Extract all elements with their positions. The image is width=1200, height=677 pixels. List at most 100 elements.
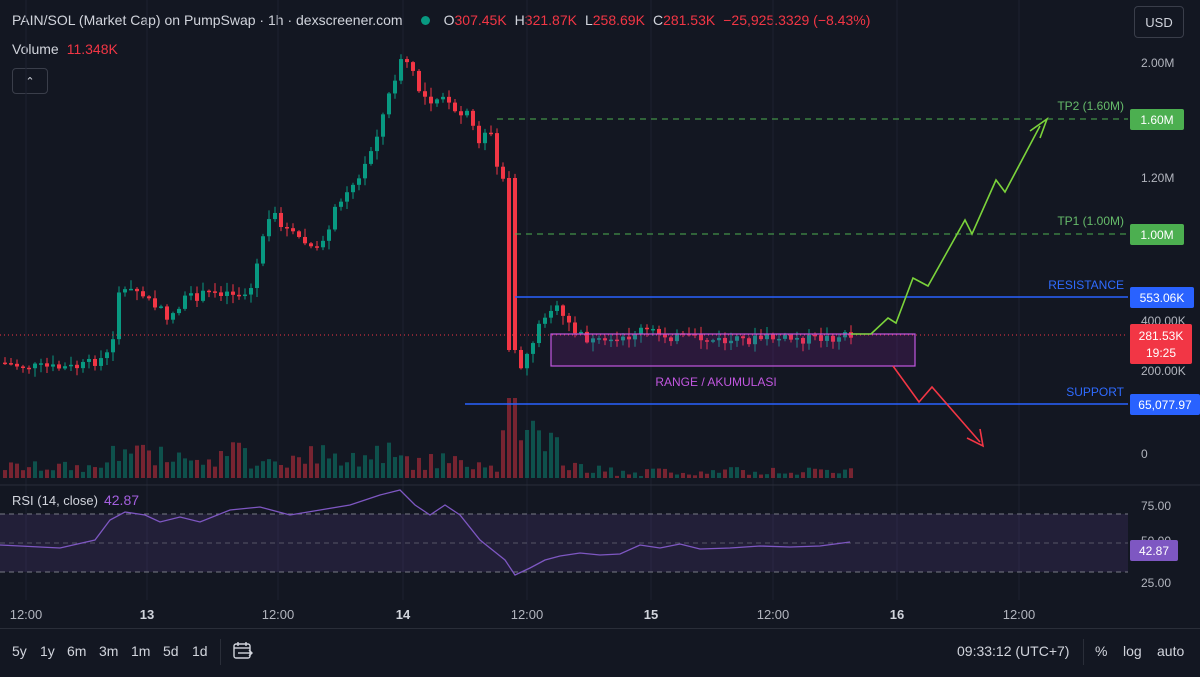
volume-bar bbox=[489, 465, 493, 478]
range-5y-button[interactable]: 5y bbox=[12, 643, 27, 659]
candle-body bbox=[153, 298, 157, 308]
range-box[interactable] bbox=[550, 333, 916, 367]
candle-body bbox=[441, 96, 445, 100]
symbol-title[interactable]: PAIN/SOL (Market Cap) on PumpSwap · 1h ·… bbox=[12, 12, 403, 28]
candle-body bbox=[633, 334, 637, 340]
volume-bar bbox=[699, 471, 703, 478]
bar-countdown: 19:25 bbox=[1146, 346, 1176, 360]
candle-body bbox=[735, 336, 739, 341]
volume-bar bbox=[501, 430, 505, 478]
candle-body bbox=[705, 340, 709, 342]
candle-body bbox=[645, 327, 649, 330]
candle-body bbox=[465, 110, 469, 116]
tp2-label: TP2 (1.60M) bbox=[1057, 99, 1124, 113]
candle-body bbox=[687, 333, 691, 336]
volume-bar bbox=[87, 465, 91, 478]
range-1d-button[interactable]: 1d bbox=[192, 643, 208, 659]
rsi-tick: 25.00 bbox=[1141, 576, 1171, 590]
high-label: H bbox=[514, 12, 525, 28]
candle-body bbox=[333, 206, 337, 230]
resistance-price-tag-text: 553.06K bbox=[1140, 291, 1185, 305]
volume-bar bbox=[513, 398, 517, 478]
range-6m-button[interactable]: 6m bbox=[67, 643, 87, 659]
range-1y-button[interactable]: 1y bbox=[40, 643, 55, 659]
candle-body bbox=[381, 114, 385, 137]
candle-body bbox=[411, 62, 415, 71]
low-label: L bbox=[584, 12, 593, 28]
currency-button[interactable]: USD bbox=[1134, 6, 1184, 38]
support-label: SUPPORT bbox=[1066, 385, 1124, 399]
candle-body bbox=[789, 334, 793, 340]
candle-body bbox=[9, 363, 13, 365]
volume-bar bbox=[597, 465, 601, 478]
candle-body bbox=[717, 337, 721, 341]
tp1-label: TP1 (1.00M) bbox=[1057, 214, 1124, 228]
volume-bar bbox=[777, 473, 781, 478]
volume-bar bbox=[519, 440, 523, 478]
volume-bar bbox=[165, 462, 169, 478]
toolbar-divider bbox=[220, 639, 221, 665]
log-scale-button[interactable]: log bbox=[1123, 643, 1142, 659]
candle-body bbox=[579, 331, 583, 334]
rsi-axis[interactable]: 75.00 50.00 42.87 25.00 bbox=[1130, 499, 1178, 590]
volume-bar bbox=[477, 462, 481, 478]
candle-body bbox=[507, 178, 511, 350]
candle-body bbox=[585, 331, 589, 343]
volume-bar bbox=[531, 420, 535, 478]
candle-body bbox=[183, 295, 187, 309]
price-tick: 1.20M bbox=[1141, 171, 1174, 185]
price-axis[interactable]: 2.00M 1.60M 1.20M 1.00M 553.06K 400.00K … bbox=[1130, 56, 1200, 461]
volume-bar bbox=[285, 467, 289, 478]
volume-bar bbox=[663, 468, 667, 478]
candle-body bbox=[429, 96, 433, 104]
candle-body bbox=[609, 339, 613, 342]
candle-body bbox=[357, 178, 361, 185]
bullish-projection-path bbox=[851, 125, 1041, 335]
candle-body bbox=[531, 343, 535, 354]
candle-body bbox=[693, 334, 697, 336]
auto-scale-button[interactable]: auto bbox=[1157, 643, 1185, 659]
candle-body bbox=[387, 93, 391, 115]
time-tick: 12:00 bbox=[1003, 607, 1036, 622]
volume-bar bbox=[843, 469, 847, 478]
candle-body bbox=[813, 334, 817, 337]
range-5d-button[interactable]: 5d bbox=[163, 643, 179, 659]
percent-scale-button[interactable]: % bbox=[1095, 643, 1108, 659]
candle-body bbox=[627, 336, 631, 340]
candle-body bbox=[567, 315, 571, 323]
volume-bar bbox=[639, 475, 643, 478]
time-axis[interactable]: 12:00 13 12:00 14 12:00 15 12:00 16 12:0… bbox=[10, 607, 1036, 622]
clock[interactable]: 09:33:12 (UTC+7) bbox=[957, 643, 1070, 659]
volume-bar bbox=[705, 473, 709, 478]
rsi-value: 42.87 bbox=[103, 492, 140, 508]
candle-body bbox=[741, 336, 745, 339]
candle-body bbox=[231, 291, 235, 295]
chart-canvas[interactable]: TP2 (1.60M) TP1 (1.00M) RESISTANCE SUPPO… bbox=[0, 0, 1200, 628]
collapse-legend-button[interactable]: ⌃ bbox=[12, 68, 48, 94]
candle-body bbox=[459, 111, 463, 116]
candle-body bbox=[45, 363, 49, 367]
candle-body bbox=[135, 288, 139, 292]
goto-date-icon[interactable] bbox=[232, 640, 254, 662]
low-value: 258.69K bbox=[592, 12, 645, 28]
candle-body bbox=[369, 151, 373, 164]
volume-bar bbox=[393, 457, 397, 478]
candle-body bbox=[447, 96, 451, 103]
toolbar-divider bbox=[1083, 639, 1084, 665]
volume-bar bbox=[603, 471, 607, 478]
rsi-line bbox=[0, 489, 851, 576]
candle-body bbox=[345, 192, 349, 202]
candle-body bbox=[543, 317, 547, 324]
candle-body bbox=[747, 338, 751, 345]
volume-bar bbox=[297, 457, 301, 478]
open-value: 307.45K bbox=[454, 12, 507, 28]
support-price-tag-text: 65,077.97 bbox=[1138, 398, 1192, 412]
candle-body bbox=[201, 290, 205, 301]
volume-bar bbox=[459, 460, 463, 478]
candle-body bbox=[189, 293, 193, 296]
volume-bar bbox=[39, 470, 43, 478]
range-1m-button[interactable]: 1m bbox=[131, 643, 151, 659]
range-3m-button[interactable]: 3m bbox=[99, 643, 119, 659]
candle-body bbox=[15, 363, 19, 367]
candle-body bbox=[63, 366, 67, 369]
